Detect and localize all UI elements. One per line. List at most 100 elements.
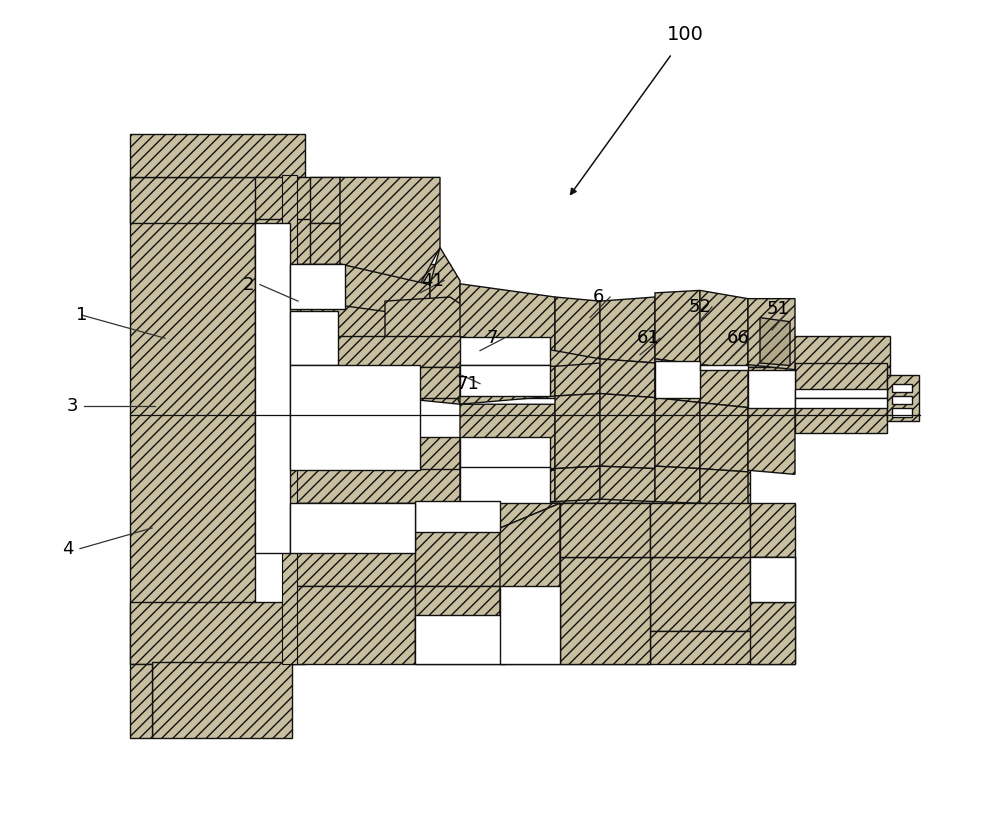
Text: 71: 71: [457, 375, 479, 393]
Polygon shape: [290, 336, 890, 367]
Text: 3: 3: [66, 397, 78, 415]
Polygon shape: [255, 177, 340, 223]
Polygon shape: [460, 470, 555, 503]
Polygon shape: [600, 394, 655, 469]
Polygon shape: [290, 503, 415, 553]
Polygon shape: [670, 367, 695, 398]
Polygon shape: [795, 398, 887, 408]
Polygon shape: [655, 359, 700, 403]
Polygon shape: [760, 318, 790, 365]
Polygon shape: [795, 363, 887, 398]
Polygon shape: [795, 398, 887, 433]
Polygon shape: [560, 557, 650, 664]
Polygon shape: [750, 557, 795, 602]
Polygon shape: [255, 223, 290, 553]
Polygon shape: [152, 662, 292, 738]
Polygon shape: [460, 365, 555, 404]
Polygon shape: [290, 264, 345, 309]
Polygon shape: [892, 408, 912, 417]
Polygon shape: [892, 396, 912, 404]
Polygon shape: [130, 664, 152, 738]
Polygon shape: [555, 297, 600, 359]
Polygon shape: [500, 586, 560, 664]
Polygon shape: [700, 290, 748, 370]
Polygon shape: [750, 503, 795, 557]
Polygon shape: [385, 297, 475, 363]
Polygon shape: [255, 408, 290, 421]
Polygon shape: [290, 264, 450, 367]
Polygon shape: [887, 375, 919, 421]
Text: 1: 1: [76, 306, 88, 324]
Text: 51: 51: [767, 300, 789, 318]
Text: 7: 7: [486, 329, 498, 347]
Polygon shape: [700, 469, 748, 505]
Polygon shape: [395, 385, 460, 404]
Polygon shape: [290, 586, 415, 664]
Polygon shape: [460, 467, 550, 503]
Polygon shape: [795, 389, 887, 398]
Polygon shape: [130, 177, 255, 664]
Polygon shape: [748, 370, 795, 408]
Polygon shape: [700, 365, 748, 408]
Polygon shape: [415, 615, 505, 664]
Polygon shape: [600, 359, 655, 398]
Polygon shape: [310, 177, 340, 223]
Polygon shape: [892, 384, 912, 392]
Polygon shape: [290, 365, 420, 470]
Polygon shape: [600, 297, 655, 363]
Polygon shape: [555, 363, 600, 396]
Polygon shape: [310, 223, 340, 264]
Polygon shape: [290, 469, 750, 503]
Polygon shape: [255, 219, 340, 264]
Polygon shape: [655, 398, 700, 469]
Polygon shape: [415, 503, 650, 586]
Polygon shape: [385, 346, 460, 392]
Polygon shape: [290, 367, 890, 398]
Polygon shape: [340, 264, 430, 318]
Polygon shape: [255, 394, 290, 406]
Polygon shape: [290, 437, 750, 470]
Polygon shape: [500, 503, 560, 664]
Polygon shape: [650, 503, 750, 557]
Polygon shape: [650, 557, 795, 631]
Polygon shape: [430, 248, 460, 322]
Text: 41: 41: [421, 271, 443, 290]
Polygon shape: [130, 177, 305, 223]
Polygon shape: [700, 365, 748, 370]
Polygon shape: [460, 437, 550, 469]
Text: 2: 2: [242, 276, 254, 294]
Polygon shape: [460, 284, 555, 351]
Text: 66: 66: [727, 329, 749, 347]
Polygon shape: [130, 602, 305, 664]
Polygon shape: [750, 557, 795, 602]
Polygon shape: [748, 299, 795, 370]
Polygon shape: [415, 586, 650, 664]
Text: 4: 4: [62, 540, 74, 558]
Polygon shape: [130, 134, 305, 177]
Polygon shape: [750, 602, 795, 664]
Polygon shape: [290, 365, 385, 388]
Polygon shape: [700, 403, 748, 472]
Polygon shape: [555, 394, 600, 469]
Polygon shape: [655, 290, 700, 365]
Polygon shape: [340, 177, 440, 285]
Text: 61: 61: [637, 329, 659, 347]
Polygon shape: [560, 503, 650, 557]
Polygon shape: [655, 361, 700, 398]
Text: 52: 52: [688, 298, 712, 316]
Polygon shape: [600, 466, 655, 502]
Text: 6: 6: [592, 288, 604, 306]
Polygon shape: [460, 365, 550, 396]
Polygon shape: [650, 631, 795, 664]
Polygon shape: [290, 503, 415, 586]
Text: 100: 100: [667, 25, 703, 45]
Polygon shape: [555, 466, 600, 502]
Polygon shape: [415, 501, 500, 532]
Polygon shape: [415, 503, 560, 532]
Polygon shape: [282, 175, 297, 664]
Polygon shape: [655, 466, 700, 503]
Polygon shape: [290, 311, 338, 365]
Polygon shape: [460, 337, 550, 365]
Polygon shape: [460, 404, 555, 470]
Polygon shape: [748, 408, 795, 474]
